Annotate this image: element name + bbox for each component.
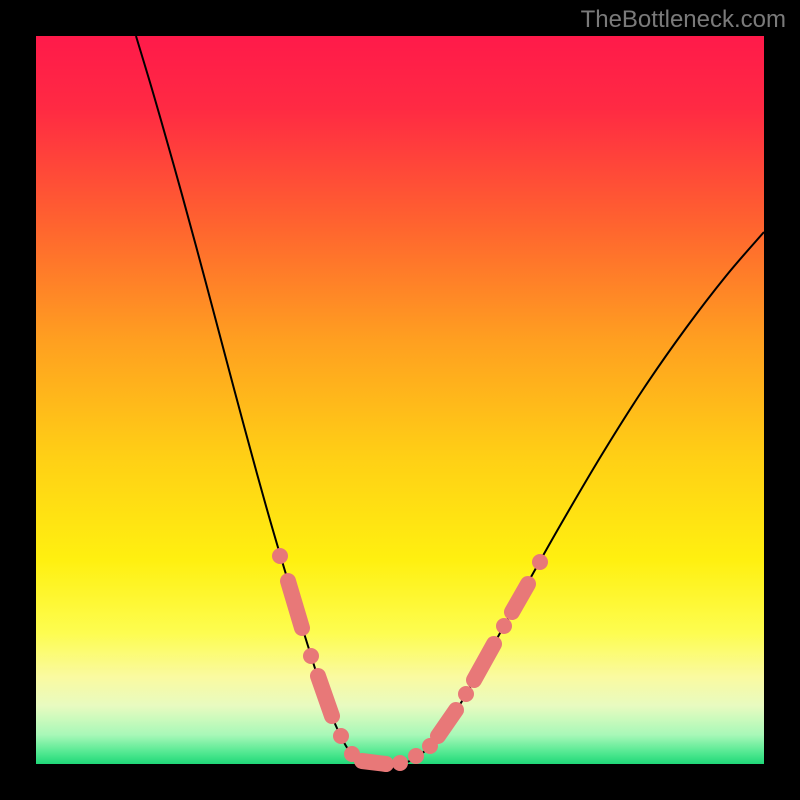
marker-dot — [272, 548, 288, 564]
marker-dot — [532, 554, 548, 570]
marker-pill — [512, 584, 528, 612]
marker-dot — [408, 748, 424, 764]
marker-pill — [288, 581, 302, 628]
marker-dot — [392, 755, 408, 771]
marker-dot — [303, 648, 319, 664]
watermark: TheBottleneck.com — [581, 6, 786, 34]
marker-pill — [438, 710, 456, 736]
curve-overlay — [36, 36, 764, 764]
marker-dot — [496, 618, 512, 634]
marker-pill — [474, 644, 494, 680]
marker-dot — [458, 686, 474, 702]
curve-left-branch — [136, 36, 376, 764]
marker-dot — [333, 728, 349, 744]
plot-area — [36, 36, 764, 764]
marker-pill — [318, 676, 332, 716]
curve-right-branch — [376, 232, 764, 764]
marker-pill — [362, 761, 386, 764]
